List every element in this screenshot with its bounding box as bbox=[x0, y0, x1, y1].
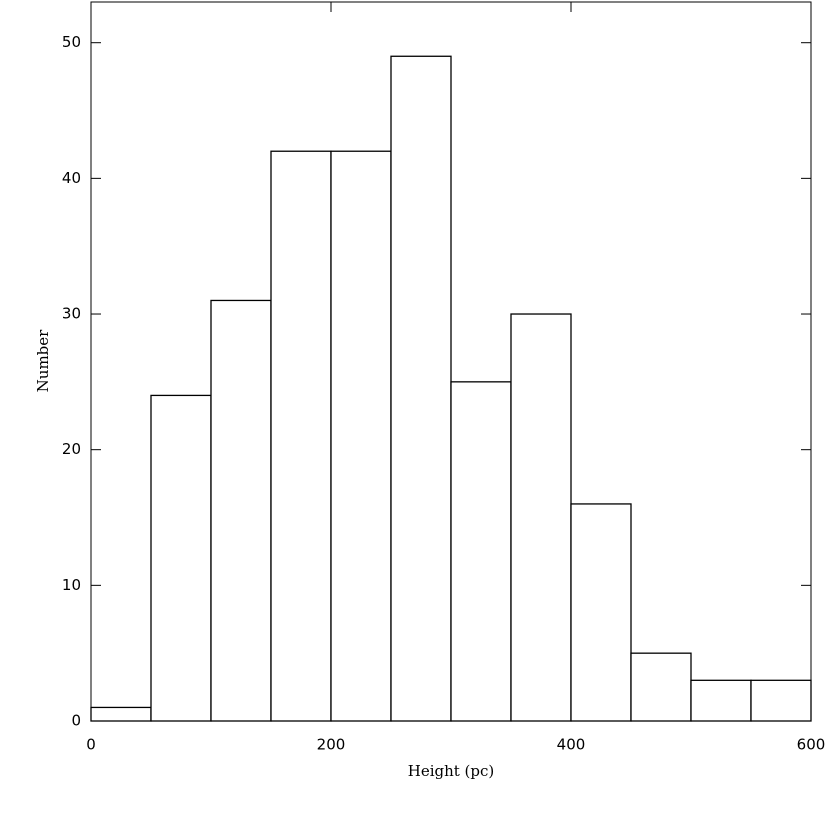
y-axis-label: Number bbox=[34, 329, 52, 392]
bar bbox=[690, 679, 752, 722]
bar bbox=[150, 394, 212, 722]
bar bbox=[330, 150, 392, 722]
bar bbox=[390, 55, 452, 722]
x-tick-label: 400 bbox=[557, 736, 586, 754]
y-tick-label: 50 bbox=[62, 33, 81, 51]
y-tick-label: 40 bbox=[62, 169, 81, 187]
bar bbox=[90, 706, 152, 722]
y-tick-label: 30 bbox=[62, 305, 81, 323]
bar bbox=[570, 503, 632, 722]
x-tick-label: 600 bbox=[797, 736, 826, 754]
y-tick-label: 0 bbox=[71, 712, 81, 730]
y-tick-label: 20 bbox=[62, 440, 81, 458]
x-axis-label: Height (pc) bbox=[408, 762, 495, 780]
x-tick-label: 0 bbox=[86, 736, 96, 754]
bar bbox=[630, 652, 692, 722]
bar bbox=[750, 679, 812, 722]
bar bbox=[450, 381, 512, 722]
bar bbox=[510, 313, 572, 722]
y-tick-label: 10 bbox=[62, 576, 81, 594]
bar bbox=[210, 299, 272, 722]
bar bbox=[270, 150, 332, 722]
x-tick-label: 200 bbox=[317, 736, 346, 754]
